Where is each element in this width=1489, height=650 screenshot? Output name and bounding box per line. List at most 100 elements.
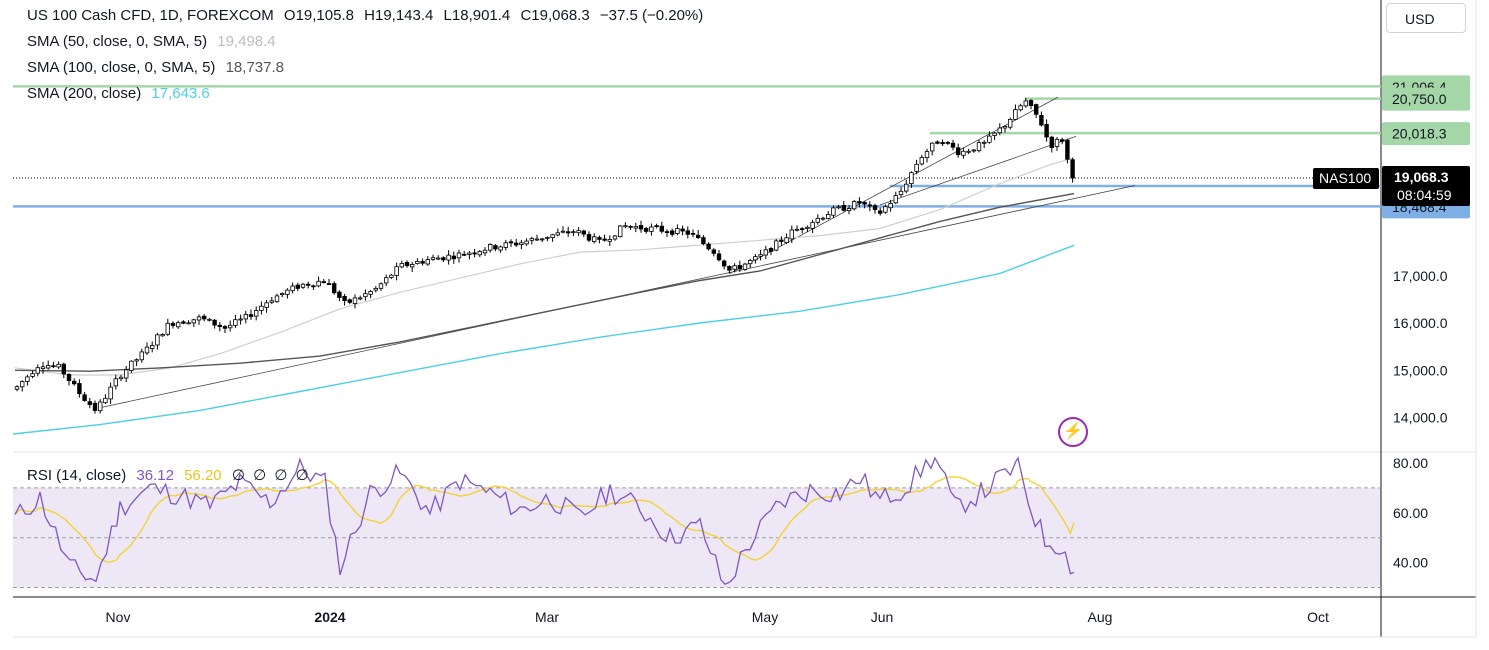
candle [612,235,618,241]
svg-text:20,750.0: 20,750.0 [1392,91,1447,107]
time-tick-label: 2024 [314,609,345,625]
candle [113,374,118,390]
sma100-legend[interactable]: SMA (100, close, 0, SMA, 5) 18,737.8 [27,58,290,78]
candle [98,399,103,414]
candle [383,274,389,287]
ohlc-change: −37.5 (−0.20%) [599,7,704,24]
sma50-line [14,157,1075,376]
candle [649,223,654,236]
candle [534,234,540,241]
horizontal-levels-group[interactable] [13,85,1381,208]
candle [883,204,888,214]
sma50-legend[interactable]: SMA (50, close, 0, SMA, 5) 19,498.4 [27,32,282,52]
candle [331,281,337,295]
candle [945,141,950,145]
currency-selector-button[interactable]: USD [1386,3,1466,33]
candle [155,332,160,350]
sma100-label[interactable]: SMA (100, close, 0, SMA, 5) [27,59,216,76]
candle [1070,157,1075,183]
candle [269,297,274,304]
lightning-event-icon[interactable]: ⚡ [1058,417,1088,447]
candle [14,385,20,392]
sma50-label[interactable]: SMA (50, close, 0, SMA, 5) [27,33,208,50]
candle [378,282,384,291]
candle [72,378,77,386]
candle [295,282,300,292]
candle [175,320,181,329]
sma100-line [14,192,1075,372]
candle [285,288,290,299]
candle [92,400,98,414]
candle [862,201,867,209]
candle [357,295,363,301]
sma200-legend[interactable]: SMA (200, close) 17,643.6 [27,84,216,104]
ohlc-high: H19,143.4 [364,7,434,24]
svg-text:19,068.3: 19,068.3 [1394,169,1449,185]
candle [425,256,430,266]
candle [446,250,451,265]
ohlc-close: C19,068.3 [520,7,590,24]
candle [124,366,129,383]
candle [789,225,794,244]
candle [201,314,207,322]
price-tick-label: 14,000.0 [1393,410,1448,426]
ohlc-open: O19,105.8 [283,7,354,24]
candle [77,379,82,398]
sma200-value: 17,643.6 [151,85,210,102]
candle [659,221,664,234]
candle [685,226,690,239]
candle [181,320,186,325]
candle [165,318,170,336]
candle [758,249,763,261]
candle [711,247,716,257]
candle [888,199,893,212]
candle [373,286,378,293]
candle [1039,111,1044,127]
candle [904,179,909,194]
candle [706,242,711,251]
candle [633,222,638,233]
candle [238,314,243,325]
candle [540,237,545,243]
candle [779,236,784,247]
candle [243,310,248,324]
candle [696,230,701,239]
last-price-tag: 19,068.3 08:04:59 [1382,166,1470,206]
candle [305,281,311,289]
candle [108,382,113,404]
price-tag-20750: 20,750.0 [1382,87,1470,111]
candle [987,131,992,144]
ohlc-low: L18,901.4 [443,7,511,24]
time-tick-label: Jun [871,609,894,625]
rsi-legend[interactable]: RSI (14, close) 36.12 56.20 ∅ ∅ ∅ ∅ [27,466,315,484]
candle [971,149,976,153]
symbol-title[interactable]: US 100 Cash CFD, 1D, FOREXCOM [27,7,274,24]
candle [1023,97,1028,108]
candle [992,132,997,141]
candle [950,139,956,151]
candle [805,225,810,233]
candle [732,263,737,273]
candle [191,318,196,327]
candle [618,225,623,238]
sma200-line [12,244,1075,435]
candle [763,245,768,259]
candle [259,301,264,315]
candle [898,186,904,198]
symbol-legend[interactable]: US 100 Cash CFD, 1D, FOREXCOM O19,105.8 … [27,6,709,26]
candle [794,225,800,232]
candle [815,214,820,225]
rsi-extra-2: ∅ [253,467,267,484]
candle [716,250,722,262]
candle [19,380,25,392]
candle [571,229,576,237]
candle [415,258,420,265]
candle [144,342,150,355]
sma200-label[interactable]: SMA (200, close) [27,85,142,102]
rsi-label[interactable]: RSI (14, close) [27,467,127,484]
candle [311,284,316,290]
trendline-mid[interactable] [879,136,1077,206]
candle [930,142,935,156]
candle [461,250,467,256]
